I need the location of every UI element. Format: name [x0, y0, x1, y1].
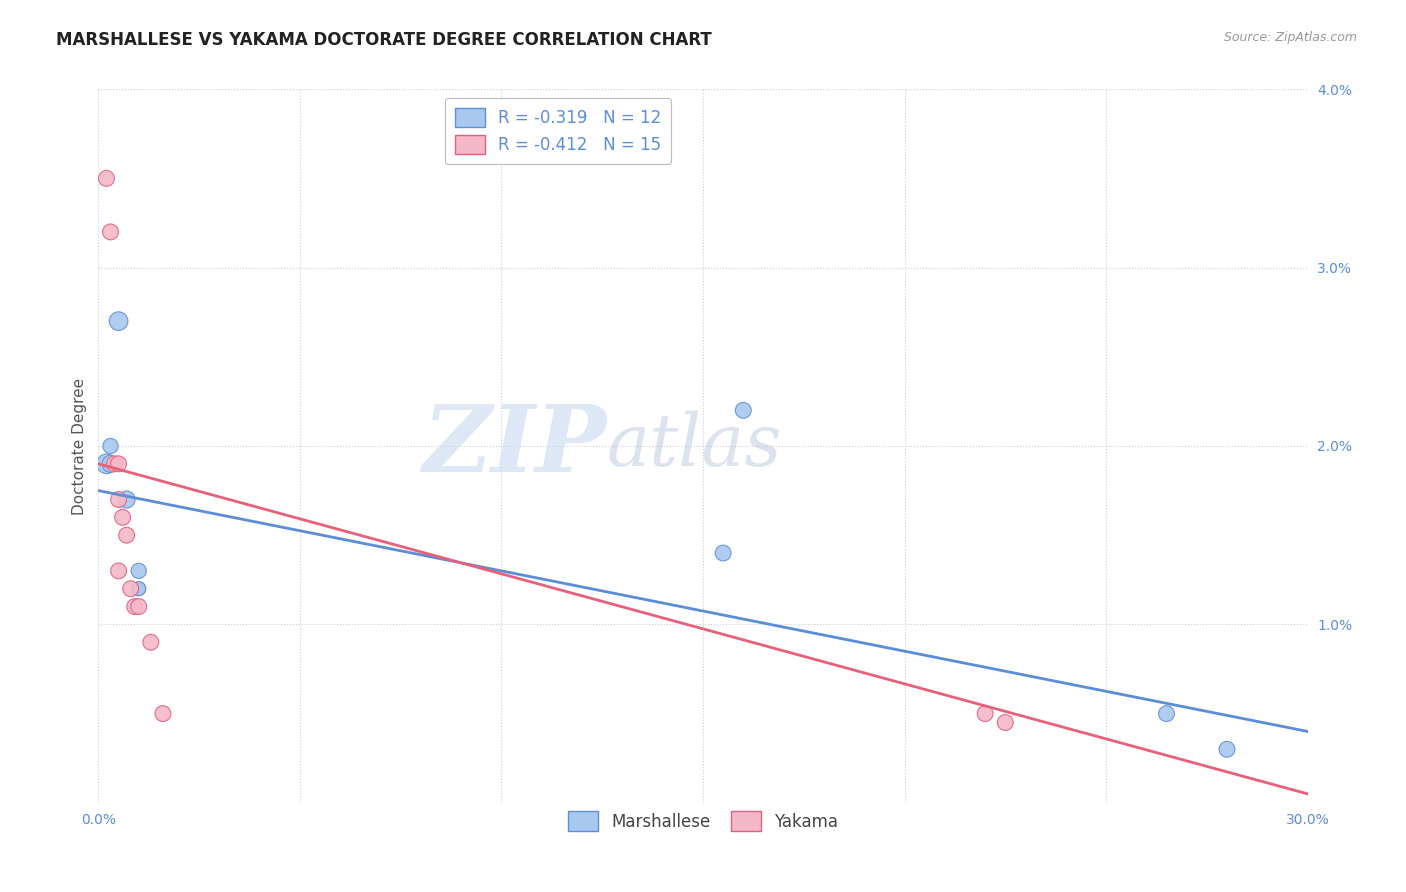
Point [103, 457, 125, 471]
Point [107, 314, 129, 328]
Point [1216, 742, 1239, 756]
Point [733, 403, 755, 417]
Point [100, 457, 122, 471]
Point [111, 510, 134, 524]
Y-axis label: Doctorate Degree: Doctorate Degree [72, 377, 87, 515]
Point [128, 582, 150, 596]
Point [128, 599, 150, 614]
Point [96, 171, 118, 186]
Point [100, 225, 122, 239]
Point [974, 706, 997, 721]
Point [96, 457, 118, 471]
Text: MARSHALLESE VS YAKAMA DOCTORATE DEGREE CORRELATION CHART: MARSHALLESE VS YAKAMA DOCTORATE DEGREE C… [56, 31, 711, 49]
Point [107, 457, 129, 471]
Point [128, 582, 150, 596]
Text: Source: ZipAtlas.com: Source: ZipAtlas.com [1223, 31, 1357, 45]
Text: ZIP: ZIP [422, 401, 606, 491]
Point [115, 528, 138, 542]
Point [120, 582, 142, 596]
Point [107, 564, 129, 578]
Point [128, 564, 150, 578]
Point [124, 599, 146, 614]
Point [1156, 706, 1178, 721]
Point [115, 492, 138, 507]
Point [152, 706, 174, 721]
Point [994, 715, 1017, 730]
Point [139, 635, 162, 649]
Point [107, 492, 129, 507]
Point [100, 439, 122, 453]
Text: atlas: atlas [606, 410, 782, 482]
Legend: Marshallese, Yakama: Marshallese, Yakama [561, 805, 845, 838]
Point [711, 546, 734, 560]
